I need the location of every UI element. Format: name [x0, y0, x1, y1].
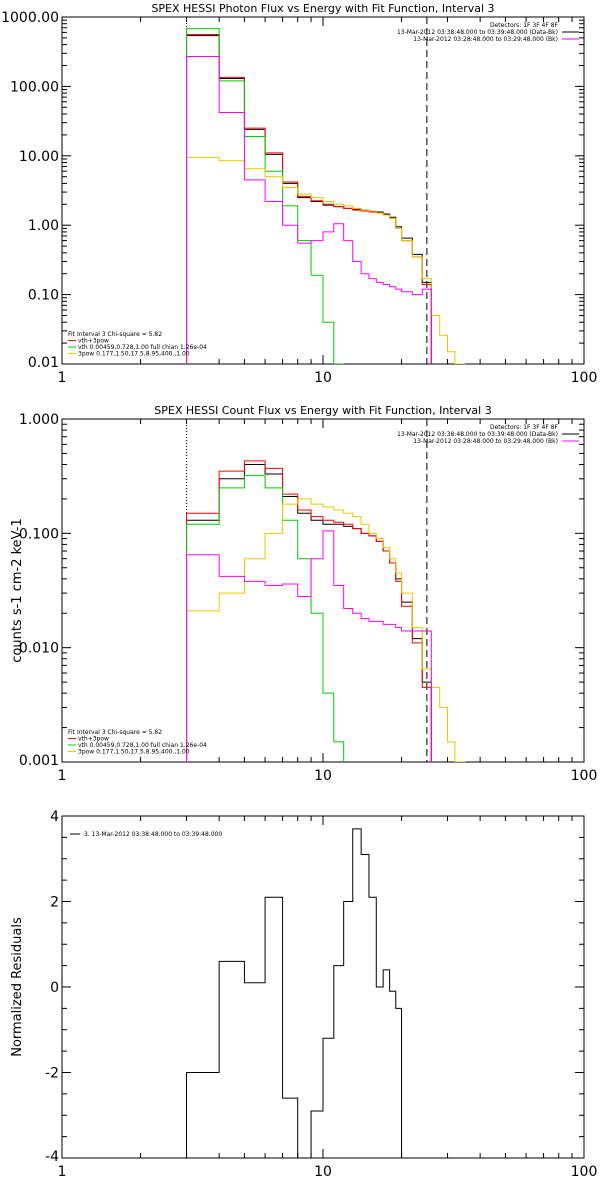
photon-series-3-line [186, 156, 466, 364]
count-series-2-line [186, 475, 345, 762]
photon-fit-legend-entry: vth 0.00459,0.728,1.00 full chian 1.26e-… [78, 344, 207, 351]
count-title: SPEX HESSI Count Flux vs Energy with Fit… [154, 404, 491, 417]
photon-xtick-label: 100 [571, 370, 598, 386]
count-series-4-line [186, 530, 432, 762]
photon-ytick-label: 1000.00 [1, 10, 59, 26]
residuals-xtick-label: 1 [58, 1164, 67, 1180]
photon-ytick-label: 0.01 [28, 355, 59, 371]
count-xtick-label: 10 [314, 768, 332, 784]
photon-fit-legend-entry: vth+3pow [78, 338, 109, 345]
count-fit-legend-entry: vth+3pow [78, 736, 109, 743]
photon-legend-entry: 13-Mar-2012 03:38:48.000 to 03:39:48.000… [397, 29, 558, 36]
photon-legend-entry: 13-Mar-2012 03:28:48.000 to 03:29:48.000… [413, 36, 558, 43]
residuals-panel: 1 10 100 -4 -2 0 2 4 Normalized Residuals 3. 13-M… [10, 809, 597, 1180]
residuals-ytick-label: -2 [45, 1066, 59, 1082]
count-fit-legend-entry: vth 0.00459,0.728,1.00 full chian 1.26e-… [78, 742, 207, 749]
count-fit-legend-entry: 3pow 0.177,1.50,17.5,8.95,400.,1.00 [78, 749, 190, 756]
photon-xtick-label: 10 [314, 370, 332, 386]
photon-panel: SPEX HESSI Photon Flux vs Energy with Fi… [1, 2, 597, 386]
count-xtick-label: 1 [58, 768, 67, 784]
count-ytick-label: 0.010 [19, 641, 59, 657]
residuals-ytick-label: 4 [50, 809, 59, 825]
residuals-series-line [186, 828, 403, 1158]
residuals-legend-entry: 3. 13-Mar-2012 03:38:48.000 to 03:39:48.… [84, 831, 222, 838]
photon-ytick-label: 1.00 [28, 218, 59, 234]
count-fit-legend-entry: Fit Interval 3 Chi-square = 5.82 [68, 729, 162, 736]
count-legend-entry: Detectors: 1F 3F 4F 8F [490, 424, 559, 431]
count-panel: SPEX HESSI Count Flux vs Energy with Fit… [10, 404, 597, 784]
count-xtick-label: 100 [571, 768, 598, 784]
photon-series-2-line [186, 28, 345, 364]
photon-ytick-label: 10.00 [19, 149, 59, 165]
photon-ytick-label: 0.10 [28, 288, 59, 304]
residuals-ytick-label: -4 [45, 1149, 59, 1165]
photon-fit-legend-entry: Fit Interval 3 Chi-square = 5.82 [68, 331, 162, 338]
photon-title: SPEX HESSI Photon Flux vs Energy with Fi… [151, 2, 494, 15]
photon-series-1-line [186, 33, 432, 364]
count-series-0-line [186, 464, 432, 762]
count-legend-entry: 13-Mar-2012 03:28:48.000 to 03:29:48.000… [413, 438, 558, 445]
count-legend-entry: 13-Mar-2012 03:38:48.000 to 03:39:48.000… [397, 431, 558, 438]
count-ytick-label: 1.000 [19, 412, 59, 428]
residuals-xtick-label: 100 [571, 1164, 598, 1180]
photon-xtick-label: 1 [58, 370, 67, 386]
count-plot-frame [61, 418, 585, 763]
count-ylabel: counts s-1 cm-2 keV-1 [10, 518, 25, 663]
photon-series-0-line [186, 35, 432, 364]
photon-legend-entry: Detectors: 1F 3F 4F 8F [490, 22, 559, 29]
residuals-xtick-label: 10 [314, 1164, 332, 1180]
photon-fit-legend-entry: 3pow 0.177,1.50,17.5,8.95,400.,1.00 [78, 351, 190, 358]
residuals-ytick-label: 2 [50, 895, 59, 911]
residuals-ylabel: Normalized Residuals [10, 917, 25, 1057]
count-ytick-label: 0.001 [19, 753, 59, 769]
count-ytick-label: 0.100 [19, 526, 59, 542]
photon-series-4-line [186, 55, 432, 364]
count-series-1-line [186, 460, 432, 762]
photon-ytick-label: 100.00 [10, 79, 59, 95]
residuals-ytick-label: 0 [50, 980, 59, 996]
